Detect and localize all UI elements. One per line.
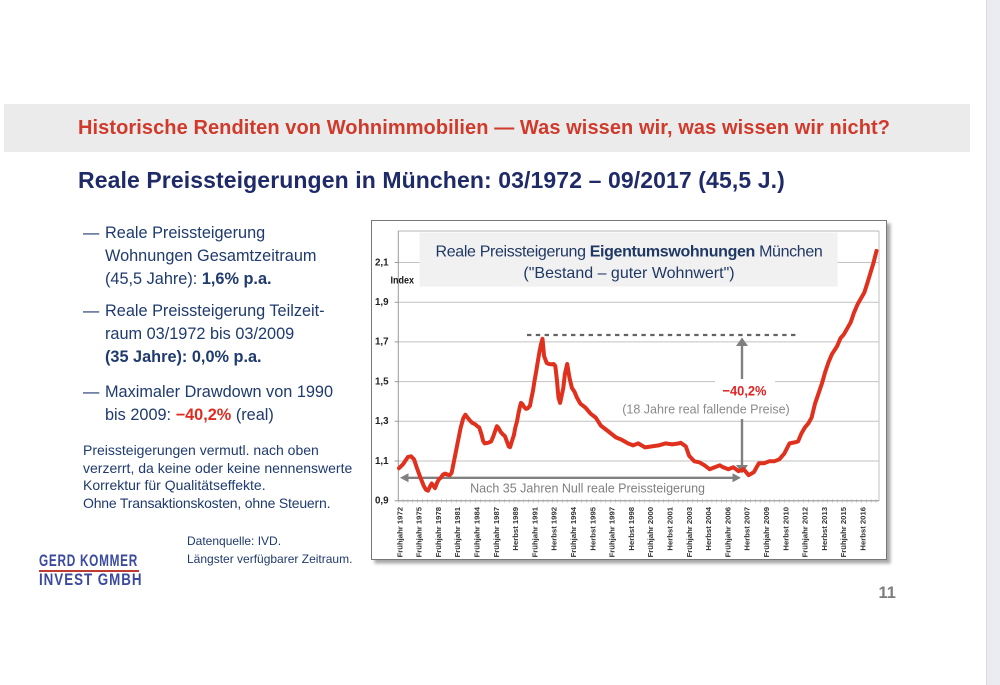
svg-text:Herbst 2016: Herbst 2016 (859, 507, 868, 551)
svg-text:Herbst 2004: Herbst 2004 (704, 506, 713, 550)
svg-text:Herbst 2001: Herbst 2001 (666, 506, 675, 550)
svg-text:("Bestand – guter Wohnwert"): ("Bestand – guter Wohnwert") (523, 265, 734, 282)
svg-text:Herbst 2013: Herbst 2013 (820, 507, 829, 551)
svg-text:(18 Jahre real fallende Preise: (18 Jahre real fallende Preise) (622, 403, 789, 417)
svg-text:Frühjahr 1987: Frühjahr 1987 (492, 507, 501, 557)
svg-text:Herbst 1989: Herbst 1989 (511, 507, 520, 551)
svg-text:2,1: 2,1 (375, 257, 389, 268)
svg-text:Herbst 2010: Herbst 2010 (781, 507, 790, 551)
svg-text:1,3: 1,3 (375, 416, 389, 427)
svg-text:0,9: 0,9 (375, 496, 389, 507)
svg-text:Frühjahr 2015: Frühjahr 2015 (839, 506, 848, 557)
svg-text:Frühjahr 2012: Frühjahr 2012 (801, 507, 810, 557)
svg-text:Index: Index (391, 276, 415, 287)
svg-text:−40,2%: −40,2% (723, 383, 768, 399)
svg-text:1,1: 1,1 (375, 456, 389, 467)
svg-text:Frühjahr 2009: Frühjahr 2009 (762, 507, 771, 557)
svg-text:Frühjahr 1978: Frühjahr 1978 (434, 506, 443, 557)
svg-text:Herbst 2007: Herbst 2007 (743, 507, 752, 551)
svg-text:Frühjahr 1991: Frühjahr 1991 (530, 506, 539, 557)
svg-text:Herbst 1995: Herbst 1995 (588, 506, 597, 550)
svg-text:1,7: 1,7 (375, 337, 389, 348)
svg-text:Frühjahr 1994: Frühjahr 1994 (569, 506, 578, 557)
svg-text:Herbst 1992: Herbst 1992 (550, 507, 559, 551)
svg-text:1,5: 1,5 (375, 376, 389, 387)
svg-text:Frühjahr 1997: Frühjahr 1997 (608, 507, 617, 557)
svg-text:Frühjahr 2003: Frühjahr 2003 (685, 507, 694, 557)
svg-text:Frühjahr 2000: Frühjahr 2000 (646, 507, 655, 557)
svg-text:Herbst 1998: Herbst 1998 (627, 506, 636, 550)
svg-text:1,9: 1,9 (375, 297, 389, 308)
svg-text:Reale Preissteigerung Eigentum: Reale Preissteigerung Eigentumswohnungen… (436, 244, 823, 261)
svg-text:Frühjahr 1975: Frühjahr 1975 (415, 506, 424, 557)
svg-text:Frühjahr 1981: Frühjahr 1981 (453, 506, 462, 557)
svg-text:Frühjahr 1984: Frühjahr 1984 (473, 506, 482, 557)
svg-text:Frühjahr 2006: Frühjahr 2006 (723, 507, 732, 557)
svg-text:Frühjahr 1972: Frühjahr 1972 (395, 507, 404, 557)
svg-text:Nach 35 Jahren Null reale Prei: Nach 35 Jahren Null reale Preissteigerun… (470, 482, 705, 496)
